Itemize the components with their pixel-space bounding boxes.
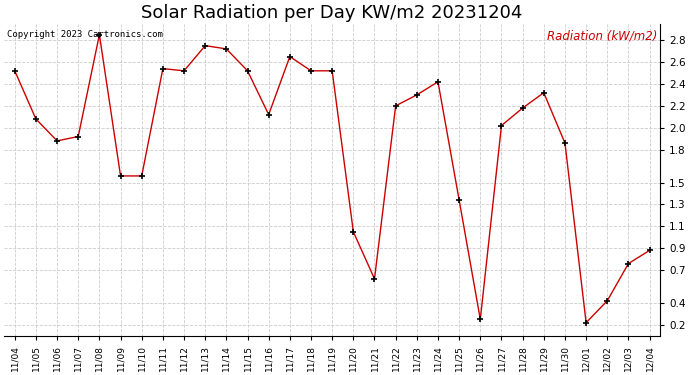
Text: Radiation (kW/m2): Radiation (kW/m2) (546, 30, 657, 43)
Title: Solar Radiation per Day KW/m2 20231204: Solar Radiation per Day KW/m2 20231204 (141, 4, 523, 22)
Text: Copyright 2023 Cartronics.com: Copyright 2023 Cartronics.com (8, 30, 164, 39)
